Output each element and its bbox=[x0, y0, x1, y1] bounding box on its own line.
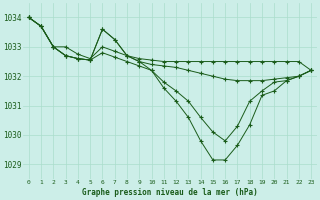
X-axis label: Graphe pression niveau de la mer (hPa): Graphe pression niveau de la mer (hPa) bbox=[82, 188, 258, 197]
